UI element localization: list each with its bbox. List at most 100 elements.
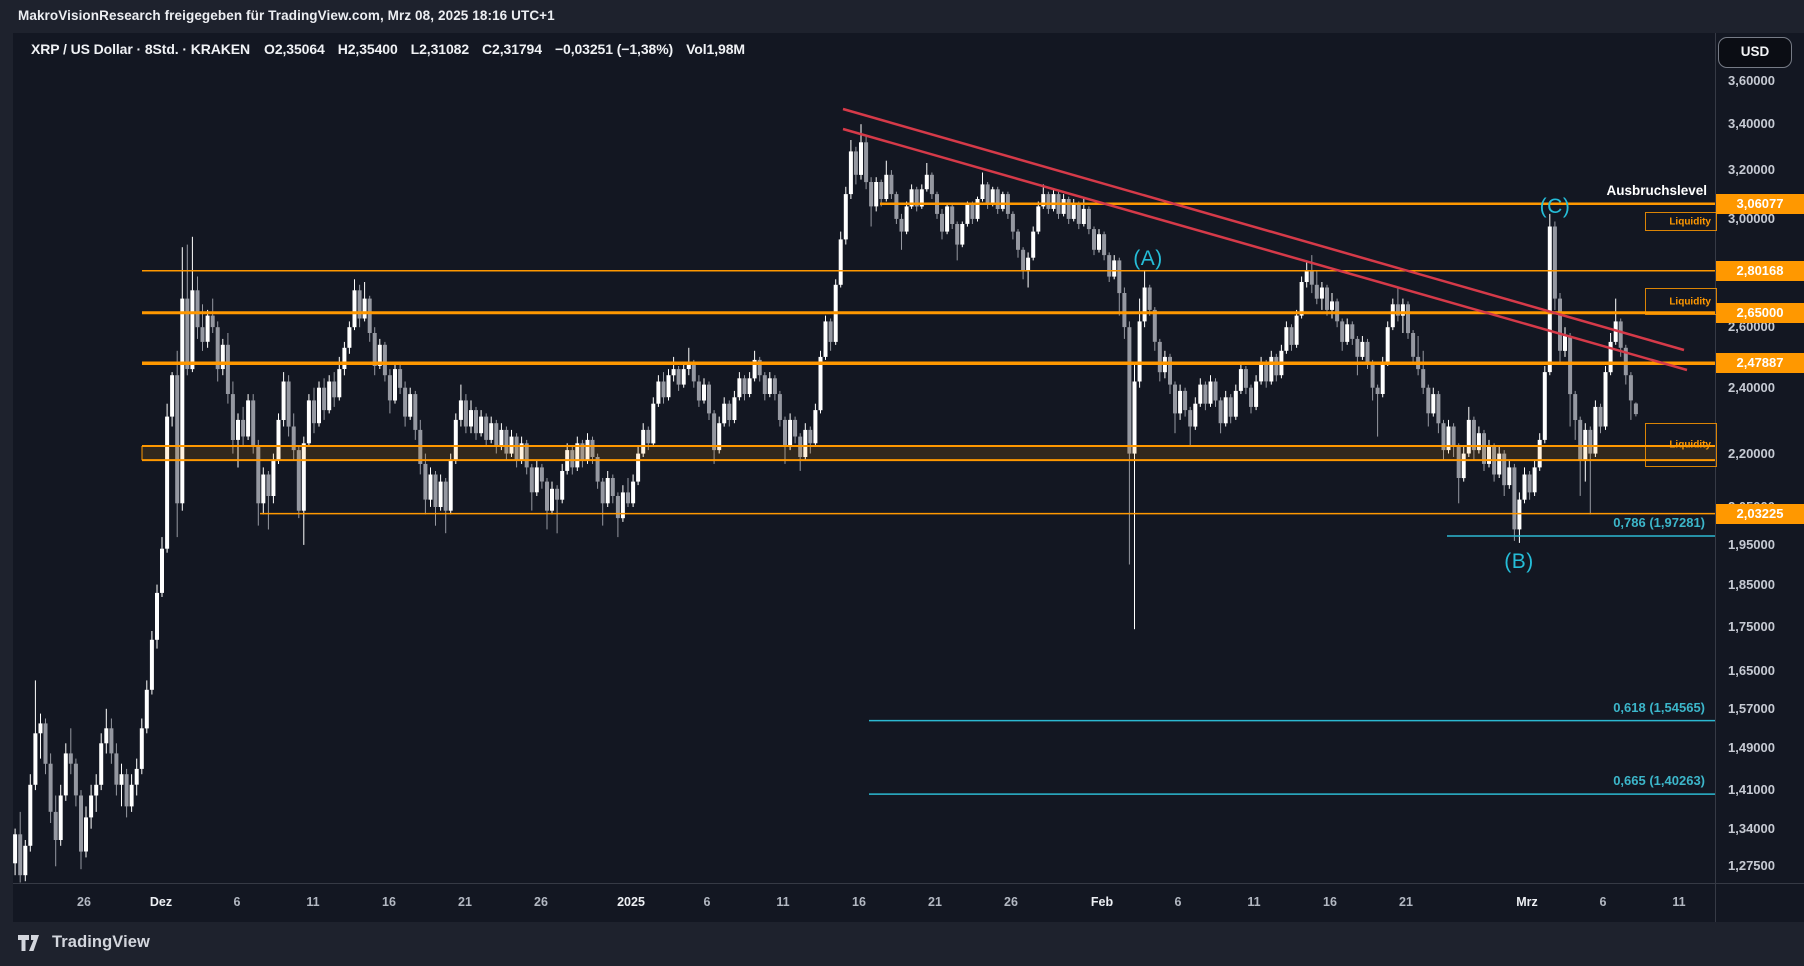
price-chart-canvas[interactable] xyxy=(13,33,1715,883)
candle xyxy=(225,333,230,404)
candle xyxy=(879,179,884,207)
candle xyxy=(818,350,823,414)
axis-corner xyxy=(1715,883,1804,923)
candle xyxy=(641,423,646,457)
candle xyxy=(848,140,853,199)
price-level-badge: 2,47887 xyxy=(1716,353,1804,374)
candle xyxy=(595,453,600,489)
candle xyxy=(1573,390,1578,440)
candle xyxy=(1005,191,1010,219)
candle xyxy=(504,426,509,461)
candle xyxy=(955,221,960,261)
candle xyxy=(1137,298,1142,388)
candle xyxy=(1517,492,1522,543)
candle xyxy=(1608,333,1613,376)
candle xyxy=(200,304,205,351)
candle xyxy=(438,474,443,511)
tradingview-logo-icon[interactable] xyxy=(18,934,43,951)
candle xyxy=(1441,419,1446,461)
candle xyxy=(1147,284,1152,316)
candle xyxy=(458,384,463,427)
candle xyxy=(474,406,478,440)
candle xyxy=(79,790,83,870)
candle xyxy=(869,177,874,227)
candle xyxy=(575,436,580,471)
candle xyxy=(180,247,185,511)
candle xyxy=(661,372,666,404)
price-axis[interactable]: USD 3,60000 3,40000 3,20000 3,00000 2,60000 2… xyxy=(1715,33,1804,883)
price-level-badge: 3,06077 xyxy=(1716,193,1804,214)
candle xyxy=(539,463,544,489)
share-info-bar: MakroVisionResearch freigegeben für Trad… xyxy=(0,0,1804,33)
descending-trendline xyxy=(842,127,1688,372)
candle xyxy=(73,758,78,807)
ohlc-high: H2,35400 xyxy=(337,41,398,57)
candle xyxy=(155,584,159,649)
candle xyxy=(666,369,671,401)
candle xyxy=(312,387,316,434)
candle xyxy=(1411,330,1416,363)
candle xyxy=(494,419,499,454)
candle xyxy=(28,774,33,852)
candle xyxy=(84,806,88,858)
candle xyxy=(53,795,58,867)
candle xyxy=(620,485,625,522)
candle xyxy=(205,309,210,348)
candle xyxy=(940,208,944,240)
time-axis-tick: 6 xyxy=(233,895,241,909)
symbol-ohlc-header: XRP / US Dollar · 8Std. · KRAKEN O2,35064… xyxy=(31,41,758,59)
candle xyxy=(423,453,428,515)
candle xyxy=(610,474,615,504)
tradingview-brand-text[interactable]: TradingView xyxy=(52,933,150,951)
candle xyxy=(413,390,418,440)
candle xyxy=(1593,400,1598,457)
ohlc-volume: Vol1,98M xyxy=(686,41,745,57)
candle xyxy=(636,446,641,486)
candle xyxy=(190,236,195,373)
candle xyxy=(960,221,965,248)
time-axis-tick: 16 xyxy=(852,895,866,909)
price-axis-tick: 3,00000 xyxy=(1728,210,1775,226)
candle xyxy=(605,471,610,507)
candle xyxy=(317,381,321,427)
chart-pane[interactable] xyxy=(13,33,1715,883)
share-info-text: MakroVisionResearch freigegeben für Trad… xyxy=(18,8,555,23)
candle xyxy=(686,347,691,376)
candle xyxy=(387,369,392,414)
candle xyxy=(1203,381,1208,411)
candle xyxy=(1537,433,1542,471)
price-axis-tick: 2,20000 xyxy=(1728,445,1775,461)
candle xyxy=(519,436,524,464)
candle xyxy=(615,492,620,538)
ohlc-close: C2,31794 xyxy=(482,41,542,57)
candle xyxy=(823,315,828,360)
candle xyxy=(1193,397,1198,430)
candle xyxy=(1487,439,1491,468)
candle xyxy=(1086,206,1091,235)
candle xyxy=(1102,231,1107,261)
time-axis-tick: 26 xyxy=(1004,895,1018,909)
time-axis-tick: 6 xyxy=(1174,895,1182,909)
candle xyxy=(995,186,1000,214)
price-axis-tick: 1,49000 xyxy=(1728,740,1775,756)
candle xyxy=(347,321,352,354)
time-axis[interactable]: 26 Dez 6 11 16 21 26 2025 6 11 16 21 26 Feb 6 11 16 21 Mrz… xyxy=(13,883,1715,923)
price-axis-tick: 3,60000 xyxy=(1728,73,1775,88)
candle xyxy=(352,279,357,331)
candle xyxy=(1633,402,1638,417)
candle xyxy=(1249,384,1253,414)
candle xyxy=(1578,416,1583,496)
candle xyxy=(286,375,291,437)
candle xyxy=(560,463,565,504)
candle xyxy=(1436,390,1441,434)
candle xyxy=(727,400,732,427)
currency-toggle-button[interactable]: USD xyxy=(1718,37,1792,68)
candle xyxy=(1476,426,1481,454)
candle xyxy=(631,474,636,507)
candle xyxy=(1497,446,1502,478)
candle xyxy=(114,743,119,796)
candle xyxy=(904,201,909,235)
candle xyxy=(1395,287,1400,322)
candle xyxy=(1243,366,1248,395)
candle xyxy=(443,478,448,534)
